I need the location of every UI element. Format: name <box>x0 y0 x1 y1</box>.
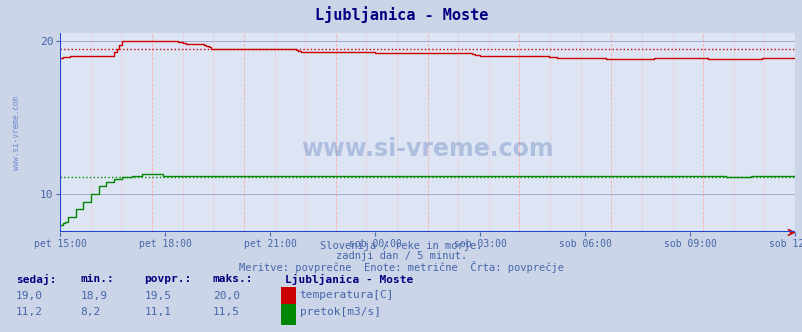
Text: 19,5: 19,5 <box>144 290 172 300</box>
Text: zadnji dan / 5 minut.: zadnji dan / 5 minut. <box>335 251 467 261</box>
Text: 18,9: 18,9 <box>80 290 107 300</box>
Text: temperatura[C]: temperatura[C] <box>299 290 394 300</box>
Text: 8,2: 8,2 <box>80 307 100 317</box>
Text: povpr.:: povpr.: <box>144 274 192 284</box>
Text: www.si-vreme.com: www.si-vreme.com <box>11 96 21 170</box>
Text: 11,1: 11,1 <box>144 307 172 317</box>
Text: Meritve: povprečne  Enote: metrične  Črta: povprečje: Meritve: povprečne Enote: metrične Črta:… <box>239 261 563 273</box>
Text: 11,5: 11,5 <box>213 307 240 317</box>
Text: 11,2: 11,2 <box>16 307 43 317</box>
Text: www.si-vreme.com: www.si-vreme.com <box>301 137 553 161</box>
Text: 20,0: 20,0 <box>213 290 240 300</box>
Text: Ljubljanica - Moste: Ljubljanica - Moste <box>285 274 413 285</box>
Text: 19,0: 19,0 <box>16 290 43 300</box>
Text: min.:: min.: <box>80 274 114 284</box>
Text: sedaj:: sedaj: <box>16 274 56 285</box>
Text: pretok[m3/s]: pretok[m3/s] <box>299 307 380 317</box>
Text: maks.:: maks.: <box>213 274 253 284</box>
Text: Ljubljanica - Moste: Ljubljanica - Moste <box>314 7 488 23</box>
Text: Slovenija / reke in morje.: Slovenija / reke in morje. <box>320 241 482 251</box>
